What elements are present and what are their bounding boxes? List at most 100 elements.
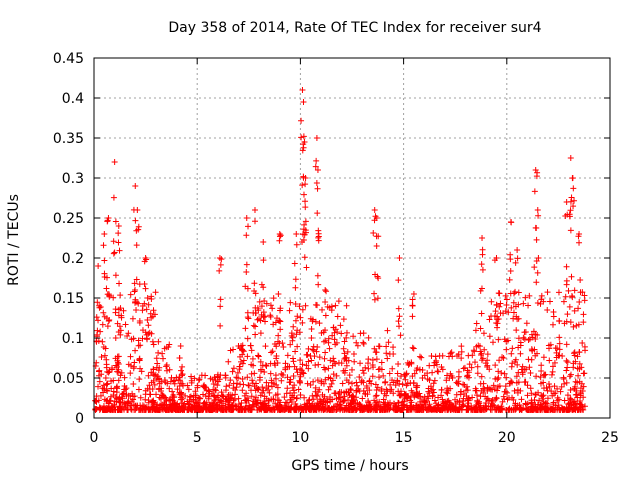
data-point	[303, 362, 310, 369]
data-point	[413, 384, 420, 391]
data-point	[314, 210, 321, 217]
data-point	[105, 369, 112, 376]
data-point	[260, 257, 267, 264]
data-point	[332, 402, 339, 409]
data-point	[272, 392, 279, 399]
data-point	[408, 399, 415, 406]
data-point	[538, 405, 545, 412]
chart-title: Day 358 of 2014, Rate Of TEC Index for r…	[168, 20, 541, 36]
data-point	[127, 353, 134, 360]
data-point	[115, 223, 122, 229]
data-point	[131, 288, 138, 295]
data-point	[268, 377, 275, 384]
data-point	[528, 400, 535, 407]
data-point	[267, 313, 274, 320]
data-point	[354, 342, 361, 349]
data-point	[376, 365, 383, 372]
data-point	[256, 298, 263, 305]
data-point	[461, 391, 468, 398]
data-point	[434, 368, 441, 375]
data-point	[322, 349, 329, 356]
data-point	[384, 327, 391, 334]
data-point	[226, 397, 233, 404]
data-point	[135, 386, 142, 393]
data-point	[313, 348, 320, 355]
data-point	[305, 365, 312, 372]
data-point	[244, 314, 251, 321]
data-point	[484, 362, 491, 369]
data-point	[252, 323, 259, 330]
data-point	[419, 366, 426, 373]
data-point	[390, 390, 397, 397]
data-point	[395, 360, 402, 367]
data-point	[260, 239, 267, 245]
data-point	[293, 231, 300, 237]
data-point	[317, 398, 324, 405]
data-point	[321, 338, 328, 345]
data-point	[100, 389, 107, 396]
data-point	[316, 354, 323, 361]
data-point	[372, 349, 379, 356]
data-point	[476, 343, 483, 350]
data-point	[314, 377, 321, 384]
data-point	[210, 381, 217, 388]
data-point	[245, 315, 252, 322]
data-point	[561, 397, 568, 404]
data-point	[546, 357, 553, 364]
data-point	[515, 379, 522, 386]
data-point	[287, 299, 294, 306]
data-point	[567, 207, 574, 214]
data-point	[460, 365, 467, 372]
data-point	[96, 304, 103, 311]
data-point	[339, 380, 346, 387]
data-point	[116, 247, 123, 254]
data-point	[500, 393, 507, 400]
data-point	[574, 379, 581, 386]
data-point	[277, 305, 284, 312]
data-point	[430, 380, 437, 387]
data-point	[168, 405, 175, 412]
data-point	[149, 386, 156, 393]
data-point	[256, 377, 263, 384]
data-point	[375, 366, 382, 373]
data-point	[129, 390, 136, 397]
data-point	[156, 375, 163, 382]
data-point	[287, 379, 294, 386]
data-point	[136, 318, 143, 325]
data-point	[124, 399, 131, 406]
data-point	[202, 392, 209, 399]
data-point	[94, 299, 101, 306]
data-point	[230, 346, 237, 353]
data-point	[466, 361, 473, 368]
data-point	[482, 402, 489, 409]
data-point	[512, 356, 519, 363]
data-point	[251, 288, 258, 295]
data-point	[104, 368, 111, 375]
data-point	[100, 309, 107, 316]
data-point	[338, 330, 345, 337]
data-point	[179, 404, 186, 411]
data-point	[502, 308, 509, 315]
data-point	[534, 169, 541, 176]
data-point	[301, 221, 308, 228]
data-point	[145, 372, 152, 379]
data-point	[362, 364, 369, 371]
data-point	[300, 370, 307, 377]
data-point	[383, 350, 390, 357]
data-point	[155, 338, 162, 345]
data-point	[525, 356, 532, 363]
data-point	[249, 380, 256, 387]
data-point	[287, 341, 294, 348]
data-point	[338, 389, 345, 396]
data-point	[571, 287, 578, 294]
data-point	[404, 395, 411, 402]
data-point	[331, 358, 338, 365]
data-point	[390, 351, 397, 358]
data-point	[92, 397, 99, 404]
data-point	[236, 345, 243, 352]
data-point	[508, 219, 515, 226]
data-point	[478, 310, 485, 317]
data-point	[114, 353, 121, 360]
data-point	[156, 394, 163, 401]
data-point	[533, 279, 540, 286]
